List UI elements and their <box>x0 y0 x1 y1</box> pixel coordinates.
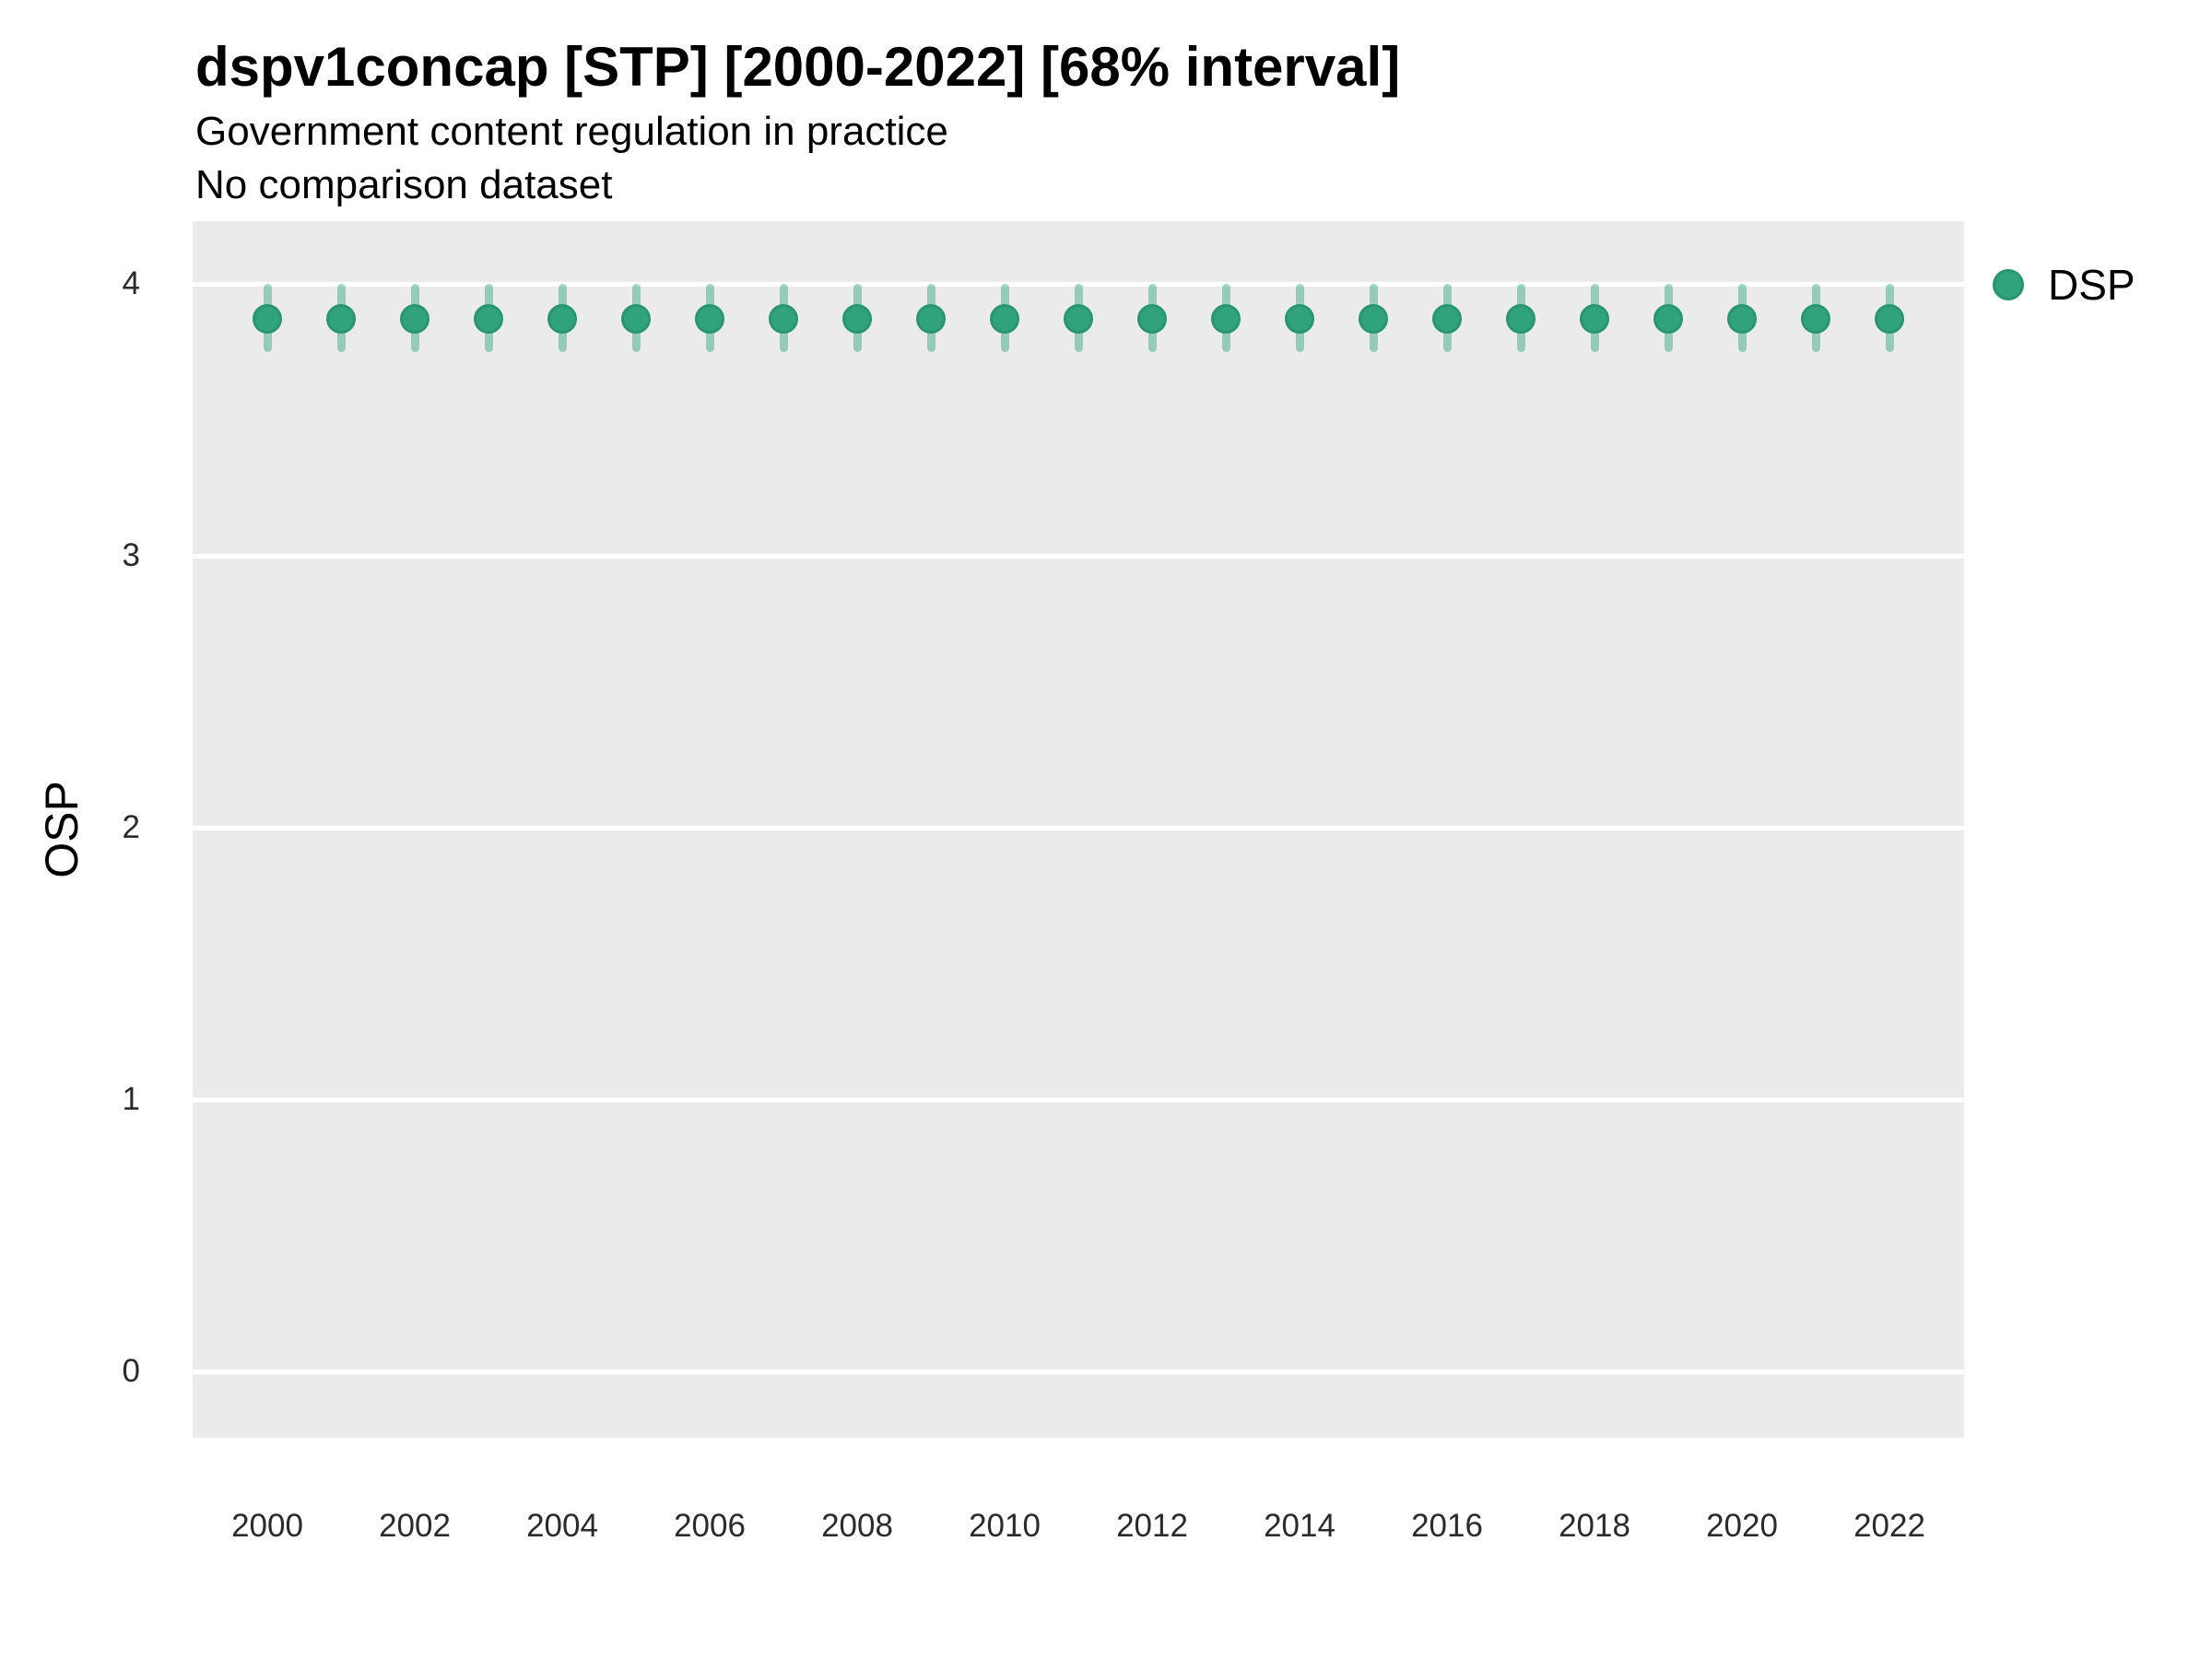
gridline-y-4 <box>193 281 1964 287</box>
chart-title: dspv1concap [STP] [2000-2022] [68% inter… <box>195 36 1401 98</box>
plot-panel <box>193 221 1964 1438</box>
gridline-y-2 <box>193 825 1964 830</box>
data-point <box>1580 304 1609 335</box>
x-tick-label: 2020 <box>1706 1508 1778 1544</box>
gridline-y-1 <box>193 1097 1964 1102</box>
data-point <box>1727 304 1757 335</box>
x-tick-label: 2002 <box>379 1508 451 1544</box>
data-point <box>1875 304 1904 335</box>
data-point <box>842 304 872 335</box>
data-point <box>326 304 356 335</box>
x-tick-label: 2016 <box>1411 1508 1483 1544</box>
gridline-y-0 <box>193 1369 1964 1374</box>
legend-label: DSP <box>2048 261 2136 309</box>
y-tick-label: 1 <box>122 1081 140 1117</box>
data-point <box>769 304 798 335</box>
x-tick-label: 2022 <box>1853 1508 1925 1544</box>
chart-subtitle: Government content regulation in practic… <box>195 109 948 154</box>
data-point <box>253 304 282 335</box>
data-point <box>695 304 724 335</box>
x-tick-label: 2008 <box>821 1508 893 1544</box>
y-tick-label: 0 <box>122 1353 140 1389</box>
data-point <box>547 304 577 335</box>
data-point <box>1653 304 1683 335</box>
data-point <box>474 304 503 335</box>
x-tick-label: 2004 <box>526 1508 598 1544</box>
data-point <box>1432 304 1462 335</box>
data-point <box>1506 304 1535 335</box>
y-tick-label: 2 <box>122 809 140 845</box>
x-tick-label: 2010 <box>969 1508 1041 1544</box>
y-tick-label: 3 <box>122 537 140 573</box>
x-tick-label: 2000 <box>231 1508 303 1544</box>
legend: DSP <box>1993 260 2136 310</box>
data-point <box>621 304 651 335</box>
y-tick-label: 4 <box>122 265 140 301</box>
data-point <box>1801 304 1830 335</box>
data-point <box>1137 304 1167 335</box>
data-point <box>400 304 429 335</box>
x-tick-label: 2012 <box>1116 1508 1188 1544</box>
data-point <box>1064 304 1093 335</box>
data-point <box>916 304 946 335</box>
x-tick-label: 2014 <box>1264 1508 1335 1544</box>
data-point <box>1211 304 1241 335</box>
data-point <box>1285 304 1314 335</box>
x-tick-label: 2018 <box>1559 1508 1630 1544</box>
data-point <box>1359 304 1388 335</box>
gridline-y-3 <box>193 553 1964 559</box>
chart-note: No comparison dataset <box>195 162 613 207</box>
data-point <box>990 304 1019 335</box>
legend-key-dot <box>1993 269 2024 300</box>
x-tick-label: 2006 <box>674 1508 746 1544</box>
